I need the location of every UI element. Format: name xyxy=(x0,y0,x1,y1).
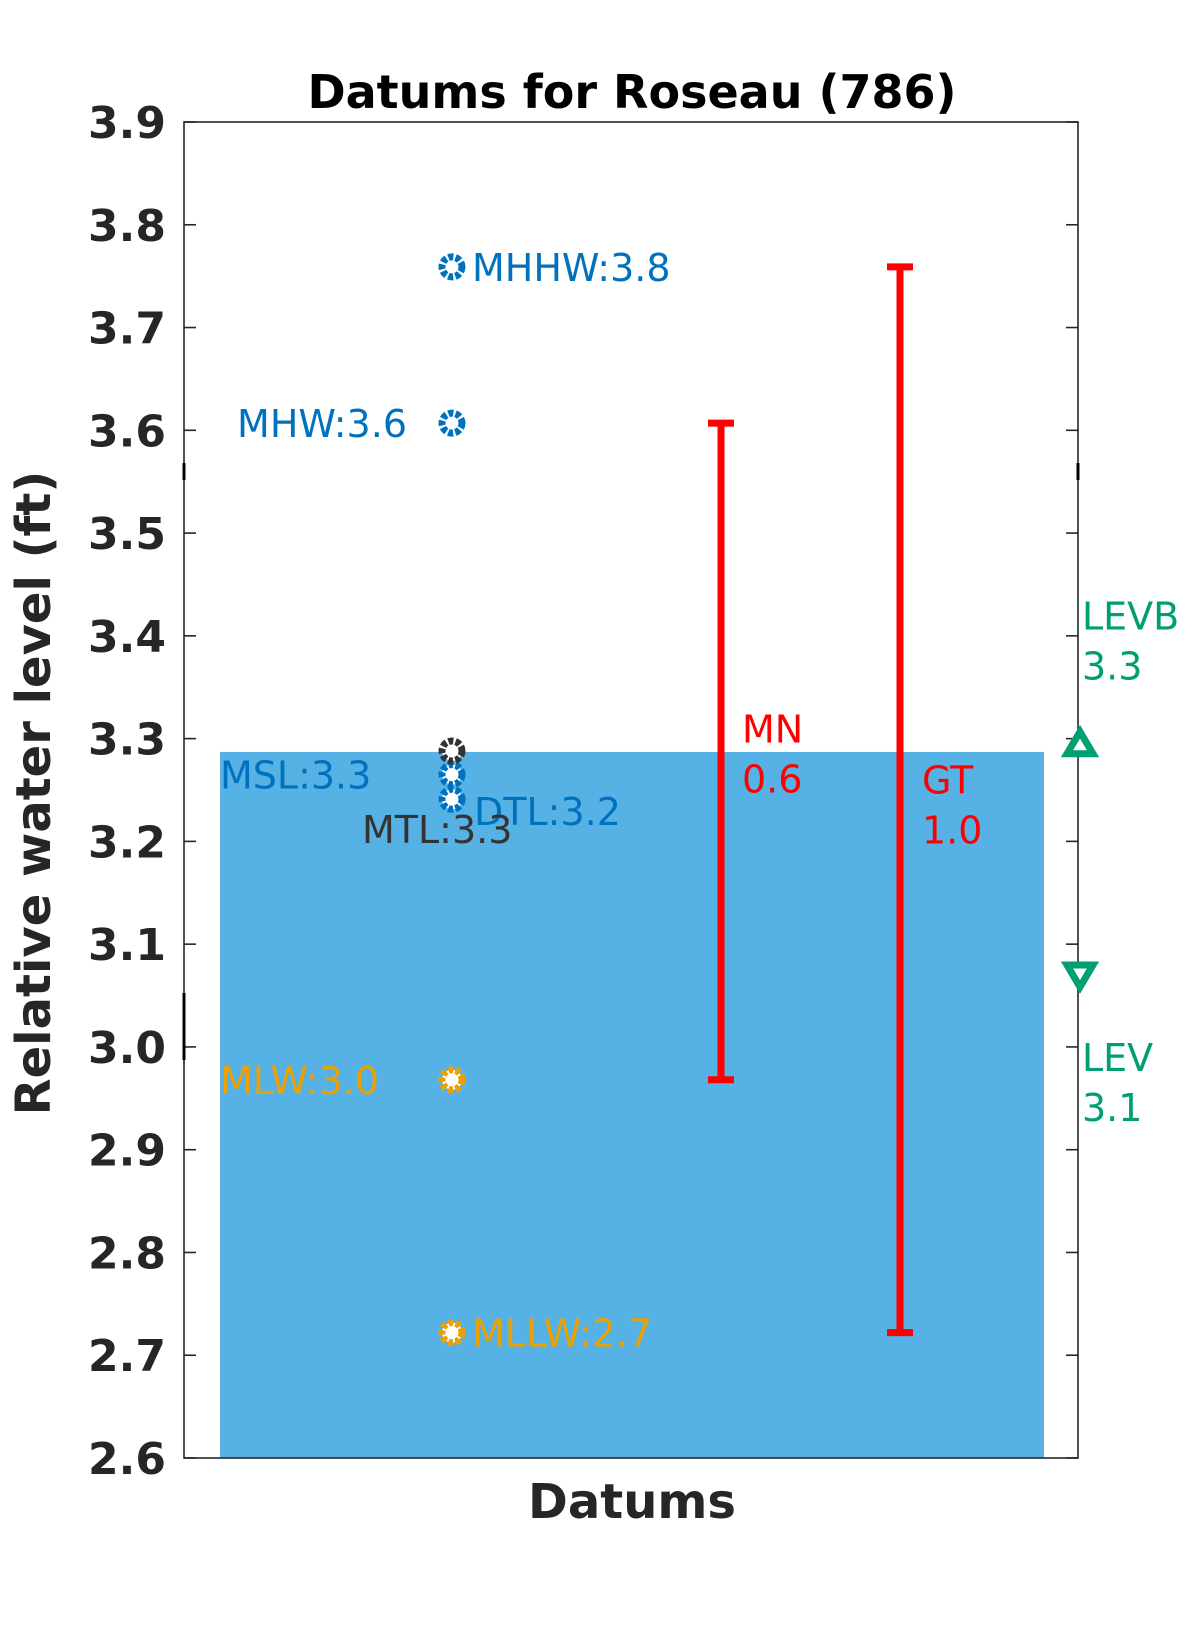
datum-label-mtl: MTL:3.3 xyxy=(362,808,512,852)
y-tick-label: 2.9 xyxy=(88,1126,166,1177)
datum-marker-mlw xyxy=(438,1066,466,1094)
chart-title: Datums for Roseau (786) xyxy=(307,65,956,119)
plot-area: 3.9 3.8 3.7 3.6 3.5 3.4 3.3 3.2 3.1 3.0 2.9 2.8 2.7 2… xyxy=(88,98,1179,1485)
datum-marker-msl xyxy=(438,761,466,789)
y-tick-label: 3.9 xyxy=(88,98,166,149)
y-tick-label: 2.8 xyxy=(88,1228,166,1279)
level-value-lev: 3.1 xyxy=(1082,1086,1142,1130)
range-label-gt: GT xyxy=(922,759,974,803)
y-tick-label: 3.1 xyxy=(88,920,166,971)
y-tick-label: 2.6 xyxy=(88,1434,166,1485)
y-axis-label: Relative water level (ft) xyxy=(6,471,62,1116)
range-value-mn: 0.6 xyxy=(742,757,802,801)
level-marker-lev xyxy=(1060,961,1100,994)
datum-marker-mllw xyxy=(438,1319,466,1347)
datum-label-mhw: MHW:3.6 xyxy=(237,402,407,446)
datum-marker-dtl xyxy=(438,785,466,813)
range-label-mn: MN xyxy=(742,707,803,751)
level-label-lev: LEV xyxy=(1082,1036,1153,1080)
y-tick-label: 2.7 xyxy=(88,1331,166,1382)
datum-label-mlw: MLW:3.0 xyxy=(220,1059,379,1103)
y-tick-label: 3.7 xyxy=(88,304,166,355)
datum-label-dtl: DTL:3.2 xyxy=(474,790,621,834)
fill-band xyxy=(220,751,1044,1458)
y-tick-label: 3.2 xyxy=(88,817,166,868)
level-value-levb: 3.3 xyxy=(1082,644,1142,688)
datum-label-msl: MSL:3.3 xyxy=(220,754,371,798)
level-marker-levb xyxy=(1060,724,1100,758)
datum-label-mllw: MLLW:2.7 xyxy=(472,1312,652,1356)
x-axis-label: Datums xyxy=(528,1474,736,1530)
axes-frame xyxy=(183,121,1079,1459)
y-tick-label: 3.4 xyxy=(88,612,166,663)
y-tick-label: 3.5 xyxy=(88,509,166,560)
datum-marker-mhw xyxy=(438,409,466,437)
y-tick-label: 3.8 xyxy=(88,201,166,252)
y-tick-label: 3.3 xyxy=(88,715,166,766)
y-tick-label: 3.6 xyxy=(88,406,166,457)
y-tick-label: 3.0 xyxy=(88,1023,166,1074)
datum-label-mhhw: MHHW:3.8 xyxy=(472,246,671,290)
range-value-gt: 1.0 xyxy=(922,809,982,853)
datum-marker-mhhw xyxy=(438,253,466,281)
datum-marker-mtl xyxy=(438,737,466,765)
level-label-levb: LEVB xyxy=(1082,594,1179,638)
